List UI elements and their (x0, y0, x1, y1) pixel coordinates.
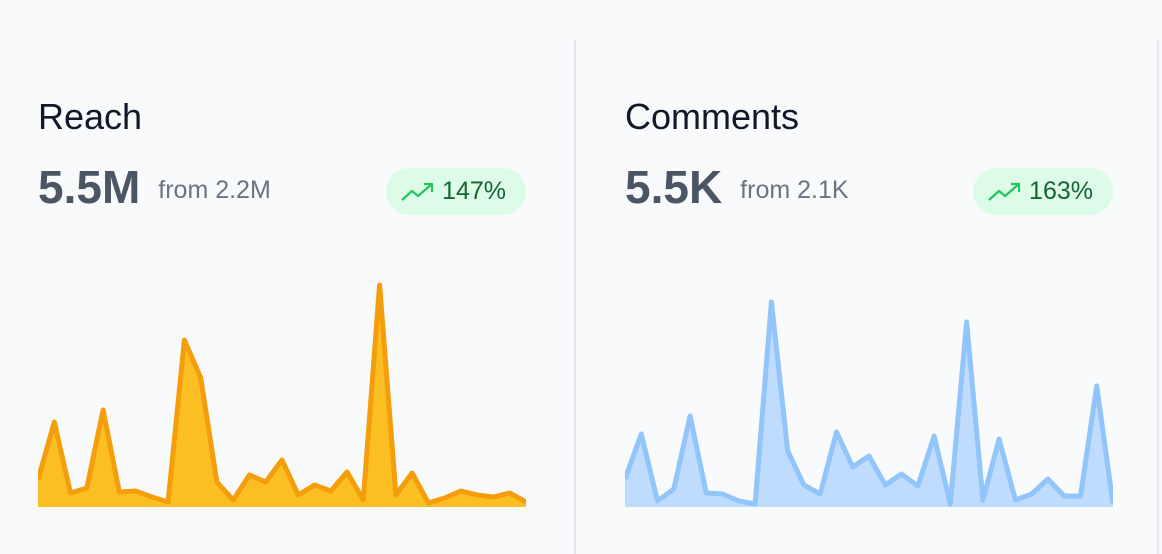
change-value: 147% (442, 177, 506, 205)
stat-card: Comments 5.5K from 2.1K 163% (625, 0, 1113, 554)
stat-from: from 2.1K (740, 176, 849, 204)
change-badge: 147% (386, 168, 526, 215)
change-badge: 163% (973, 168, 1113, 215)
stat-from: from 2.2M (158, 176, 271, 204)
trend-arrow (988, 182, 1020, 201)
sparkline (625, 299, 1113, 507)
trend-icon (988, 182, 1021, 201)
sparkline-line (38, 282, 526, 506)
trend-icon (401, 182, 434, 201)
card-title: Comments (625, 96, 800, 137)
divider (1157, 40, 1159, 554)
sparkline-area (38, 285, 526, 507)
card-title: Reach (38, 96, 143, 137)
trend-arrow (401, 182, 433, 201)
sparkline-area (625, 302, 1113, 507)
divider (574, 40, 576, 554)
sparkline (38, 282, 526, 507)
sparkline-line (625, 299, 1113, 507)
stat-card: Reach 5.5M from 2.2M 147% (38, 0, 526, 554)
trend-arrow-head (1011, 182, 1021, 192)
trend-arrow-head (424, 182, 434, 192)
change-value: 163% (1029, 177, 1093, 205)
stat-value: 5.5M (38, 161, 141, 213)
stat-value: 5.5K (625, 161, 723, 213)
